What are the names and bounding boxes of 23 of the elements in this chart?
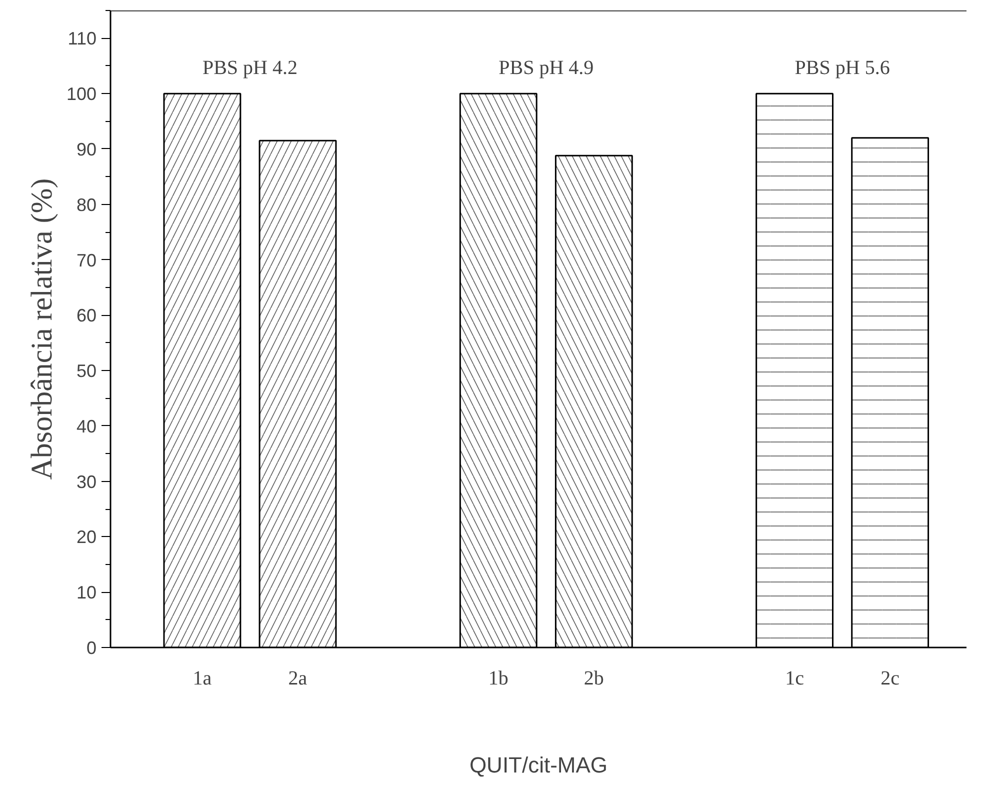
y-tick-label: 10 <box>76 582 97 603</box>
x-axis-title: QUIT/cit-MAG <box>469 752 608 778</box>
x-tick-label: 1a <box>192 668 212 690</box>
y-axis-title: Absorbância relativa (%) <box>25 178 58 480</box>
y-tick-label: 0 <box>86 638 97 658</box>
y-tick-label: 90 <box>76 139 97 160</box>
y-tick-label: 110 <box>68 28 97 49</box>
y-tick-label: 20 <box>76 527 97 548</box>
annotation: PBS pH 4.9 <box>498 56 594 79</box>
y-tick-label: 100 <box>66 84 97 104</box>
annotation: PBS pH 5.6 <box>794 56 890 79</box>
x-tick-label: 2a <box>288 668 308 690</box>
x-tick-label: 2c <box>880 668 900 690</box>
y-tick-label: 30 <box>76 472 97 492</box>
x-tick-label: 2b <box>584 668 604 690</box>
x-tick-label: 1c <box>785 668 804 690</box>
y-tick-label: 60 <box>76 306 97 326</box>
y-tick-label: 40 <box>76 416 97 436</box>
y-tick-label: 80 <box>76 194 97 215</box>
y-tick-label: 50 <box>76 361 97 382</box>
annotation: PBS pH 4.2 <box>202 56 298 79</box>
y-tick-label: 70 <box>76 250 97 270</box>
x-tick-label: 1b <box>488 668 508 690</box>
